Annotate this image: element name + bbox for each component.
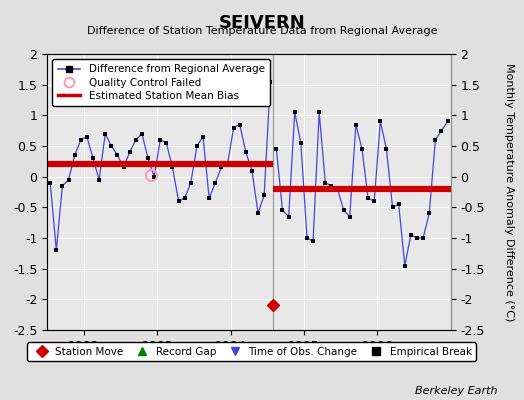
- Point: [144, 155, 152, 162]
- Point: [303, 235, 311, 241]
- Legend: Difference from Regional Average, Quality Control Failed, Estimated Station Mean: Difference from Regional Average, Qualit…: [52, 59, 270, 106]
- Point: [327, 183, 335, 189]
- Point: [180, 195, 189, 201]
- Point: [217, 164, 225, 171]
- Point: [266, 78, 275, 85]
- Point: [205, 195, 213, 201]
- Point: [138, 130, 146, 137]
- Point: [401, 262, 409, 269]
- Point: [297, 140, 305, 146]
- Point: [407, 232, 415, 238]
- Legend: Station Move, Record Gap, Time of Obs. Change, Empirical Break: Station Move, Record Gap, Time of Obs. C…: [27, 342, 476, 361]
- Point: [64, 176, 73, 183]
- Point: [187, 180, 195, 186]
- Point: [290, 109, 299, 116]
- Point: [199, 134, 207, 140]
- Text: Berkeley Earth: Berkeley Earth: [416, 386, 498, 396]
- Point: [388, 204, 397, 210]
- Point: [174, 198, 183, 204]
- Point: [315, 109, 323, 116]
- Point: [364, 195, 372, 201]
- Point: [70, 152, 79, 158]
- Point: [419, 235, 428, 241]
- Point: [443, 118, 452, 125]
- Point: [77, 137, 85, 143]
- Point: [382, 146, 390, 152]
- Point: [52, 247, 60, 254]
- Point: [126, 149, 134, 155]
- Point: [321, 180, 330, 186]
- Y-axis label: Monthly Temperature Anomaly Difference (°C): Monthly Temperature Anomaly Difference (…: [504, 63, 515, 321]
- Point: [230, 124, 238, 131]
- Point: [113, 152, 122, 158]
- Text: Difference of Station Temperature Data from Regional Average: Difference of Station Temperature Data f…: [87, 26, 437, 36]
- Point: [132, 137, 140, 143]
- Point: [101, 130, 110, 137]
- Point: [272, 146, 281, 152]
- Point: [162, 140, 170, 146]
- Point: [431, 137, 440, 143]
- Point: [150, 174, 158, 180]
- Point: [193, 143, 201, 149]
- Point: [309, 238, 317, 244]
- Point: [260, 192, 268, 198]
- Point: [370, 198, 378, 204]
- Point: [438, 128, 446, 134]
- Point: [413, 235, 421, 241]
- Point: [107, 143, 116, 149]
- Point: [235, 121, 244, 128]
- Point: [58, 183, 67, 189]
- Point: [89, 155, 97, 162]
- Point: [248, 167, 256, 174]
- Point: [46, 180, 54, 186]
- Point: [278, 207, 287, 214]
- Point: [119, 164, 128, 171]
- Point: [340, 207, 348, 214]
- Point: [254, 210, 263, 217]
- Point: [83, 134, 91, 140]
- Point: [223, 161, 232, 168]
- Point: [242, 149, 250, 155]
- Point: [376, 118, 385, 125]
- Point: [425, 210, 433, 217]
- Point: [345, 213, 354, 220]
- Point: [95, 176, 103, 183]
- Point: [395, 201, 403, 208]
- Point: [352, 121, 360, 128]
- Text: SEIVERN: SEIVERN: [219, 14, 305, 32]
- Point: [358, 146, 366, 152]
- Point: [168, 164, 177, 171]
- Point: [211, 180, 220, 186]
- Point: [156, 137, 165, 143]
- Point: [285, 213, 293, 220]
- Point: [333, 186, 342, 192]
